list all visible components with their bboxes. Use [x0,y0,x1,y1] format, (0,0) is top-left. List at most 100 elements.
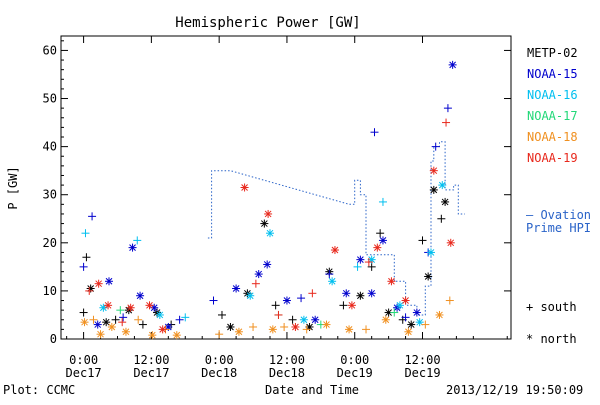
data-point [288,315,297,324]
y-axis: 0 10 20 30 40 50 60 [43,40,511,346]
data-point [215,330,224,339]
data-point [246,291,255,300]
data-point [297,294,306,303]
data-point [353,262,362,271]
data-point [134,315,143,324]
data-point [424,272,433,281]
data-point [342,289,351,298]
data-point [362,325,371,334]
data-point [448,60,457,69]
data-point [302,325,311,334]
x-tick-label-date: Dec18 [269,366,305,380]
data-point [81,229,90,238]
data-point [328,277,337,286]
data-point [376,229,385,238]
data-point [79,262,88,271]
x-tick-label-time: 0:00 [340,353,369,367]
x-tick-label-time: 0:00 [69,353,98,367]
timestamp: 2013/12/19 19:50:09 [446,383,583,397]
y-tick-label: 0 [50,332,57,346]
data-point [347,301,356,310]
data-point [437,214,446,223]
data-point [282,296,291,305]
legend-entry: NOAA-16 [527,88,578,102]
data-point [370,128,379,137]
data-point [181,313,190,322]
y-axis-label: P [GW] [6,166,20,209]
data-point [128,243,137,252]
data-point [249,322,258,331]
data-point [172,331,181,340]
data-point [356,291,365,300]
data-point [378,236,387,245]
y-tick-label: 10 [43,284,57,298]
data-point [356,255,365,264]
x-axis: 0:00Dec1712:00Dec170:00Dec1812:00Dec180:… [66,36,508,380]
x-tick-label-date: Dec19 [337,366,373,380]
data-point [158,325,167,334]
data-point [291,322,300,331]
ovation-line [207,141,465,316]
data-point [126,303,135,312]
ovation-label-line1: — Ovation [526,208,592,222]
data-point [175,315,184,324]
data-point [364,258,373,267]
data-point [426,248,435,257]
data-point [401,296,410,305]
data-points [79,60,457,340]
data-point [339,301,348,310]
legend-entry: NOAA-18 [527,130,578,144]
marker-legend-entry: + south [526,300,577,314]
plot-credit: Plot: CCMC [3,383,75,397]
data-point [251,279,260,288]
data-point [226,322,235,331]
data-point [418,236,427,245]
chart-title: Hemispheric Power [GW] [175,15,360,31]
data-point [401,313,410,322]
data-point [96,330,105,339]
data-point [107,322,116,331]
data-point [445,296,454,305]
data-point [265,229,274,238]
data-point [274,310,283,319]
data-point [234,327,243,336]
data-point [268,325,277,334]
legend-entry: METP-02 [527,46,578,60]
data-point [271,301,280,310]
data-point [441,197,450,206]
data-point [429,166,438,175]
data-point [431,142,440,151]
legend-entry: NOAA-17 [527,109,578,123]
data-point [381,315,390,324]
data-point [111,315,120,324]
data-point [325,270,334,279]
data-point [136,291,145,300]
data-point [133,236,142,245]
data-point [299,315,308,324]
data-point [395,301,404,310]
data-point [254,270,263,279]
data-point [240,183,249,192]
x-tick-label-date: Dec17 [66,366,102,380]
data-point [435,310,444,319]
x-tick-label-time: 12:00 [133,353,169,367]
data-point [378,197,387,206]
y-tick-label: 20 [43,236,57,250]
data-point [217,310,226,319]
data-point [404,327,413,336]
data-point [118,318,127,327]
marker-legend: + south * north [526,300,577,346]
data-point [438,181,447,190]
data-point [412,308,421,317]
data-point [390,308,399,317]
data-point [82,253,91,262]
legend: METP-02 NOAA-15 NOAA-16 NOAA-17 NOAA-18 NOAA-… [527,46,578,165]
data-point [330,246,339,255]
data-point [102,318,111,327]
data-point [93,320,102,329]
data-point [85,286,94,295]
x-tick-label-time: 0:00 [205,353,234,367]
legend-entry: NOAA-19 [527,151,578,165]
